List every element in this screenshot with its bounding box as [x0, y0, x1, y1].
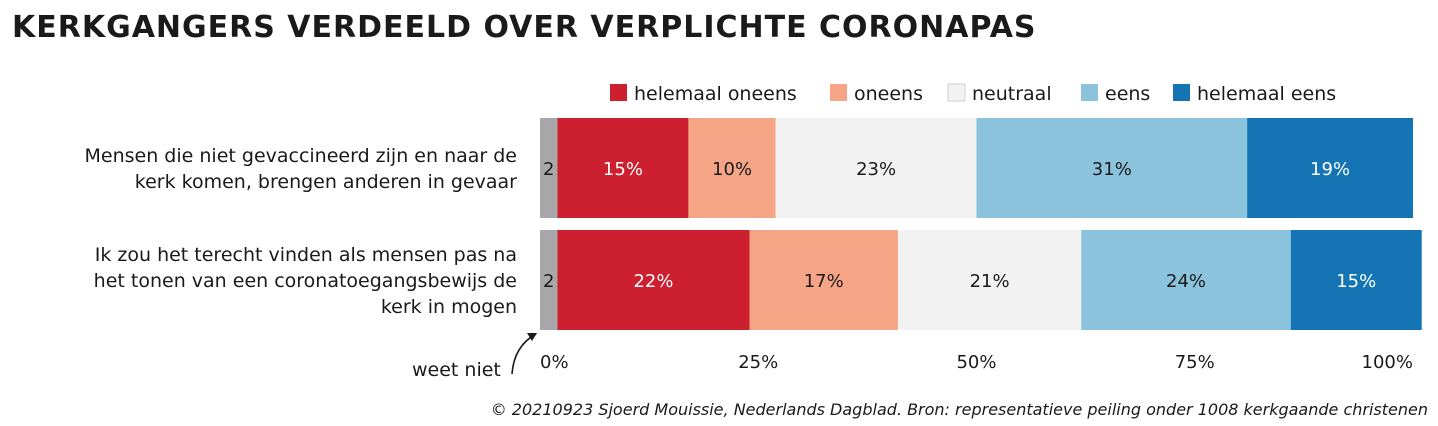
category-label-2-line-1: Ik zou het terecht vinden als mensen pas… [95, 244, 517, 266]
category-label-2-line-3: kerk in mogen [381, 296, 517, 318]
category-labels: Mensen die niet gevaccineerd zijn en naa… [85, 145, 518, 318]
data-label-helemaal-oneens-1: 15% [603, 159, 643, 180]
x-tick-75: 75% [1175, 352, 1215, 373]
bar-weet-niet-1 [540, 118, 558, 218]
legend-label-neutraal: neutraal [972, 83, 1052, 105]
bar-oneens-2 [749, 230, 898, 330]
bar-helemaal-oneens-2 [557, 230, 750, 330]
legend-label-eens: eens [1105, 83, 1150, 105]
data-label-helemaal-oneens-2: 22% [633, 271, 673, 292]
data-label-neutraal-2: 21% [970, 271, 1010, 292]
legend-swatch-oneens [830, 84, 847, 101]
legend-swatch-neutraal [947, 83, 966, 102]
legend: helemaal oneens oneens neutraal eens helemaa… [610, 83, 1336, 105]
legend-label-helemaal-eens: helemaal eens [1197, 83, 1336, 105]
data-label-weet-niet-2: 2 [543, 271, 554, 292]
legend-swatch-helemaal-eens [1173, 84, 1190, 101]
legend-label-helemaal-oneens: helemaal oneens [634, 83, 797, 105]
bar-oneens-1 [688, 118, 776, 218]
data-label-eens-2: 24% [1166, 271, 1206, 292]
chart-title: KERKGANGERS VERDEELD OVER VERPLICHTE COR… [12, 10, 1037, 45]
bar-helemaal-oneens-1 [557, 118, 689, 218]
data-label-helemaal-eens-1: 19% [1310, 159, 1350, 180]
legend-label-oneens: oneens [854, 83, 923, 105]
bar-helemaal-eens-2 [1290, 230, 1422, 330]
bar-helemaal-eens-1 [1247, 118, 1413, 218]
x-tick-25: 25% [738, 352, 778, 373]
data-label-neutraal-1: 23% [856, 159, 896, 180]
weet-niet-annotation: weet niet [412, 333, 537, 381]
x-tick-100: 100% [1362, 352, 1413, 373]
annotation-label: weet niet [412, 359, 501, 381]
data-label-oneens-2: 17% [804, 271, 844, 292]
data-label-eens-1: 31% [1092, 159, 1132, 180]
bar-weet-niet-2 [540, 230, 558, 330]
x-axis-ticks: 0% 25% 50% 75% 100% [540, 352, 1413, 373]
bar-eens-1 [976, 118, 1248, 218]
category-label-1-line-1: Mensen die niet gevaccineerd zijn en naa… [85, 145, 517, 167]
x-tick-50: 50% [956, 352, 996, 373]
bar-neutraal-2 [897, 230, 1082, 330]
legend-swatch-helemaal-oneens [610, 84, 627, 101]
legend-swatch-eens [1081, 84, 1098, 101]
data-label-weet-niet-1: 2 [543, 159, 554, 180]
bar-neutraal-1 [775, 118, 977, 218]
source-credit: © 20210923 Sjoerd Mouissie, Nederlands D… [490, 400, 1428, 419]
data-label-helemaal-eens-2: 15% [1336, 271, 1376, 292]
data-label-oneens-1: 10% [712, 159, 752, 180]
x-tick-0: 0% [540, 352, 569, 373]
bars: 2 15% 10% 23% 31% 19% 2 22% 17% 21% 24% 15% [540, 118, 1422, 330]
bar-eens-2 [1081, 230, 1291, 330]
category-label-1-line-2: kerk komen, brengen anderen in gevaar [135, 171, 517, 193]
annotation-arrowhead [527, 333, 537, 341]
category-label-2-line-2: het tonen van een coronatoegangsbewijs d… [94, 270, 517, 292]
